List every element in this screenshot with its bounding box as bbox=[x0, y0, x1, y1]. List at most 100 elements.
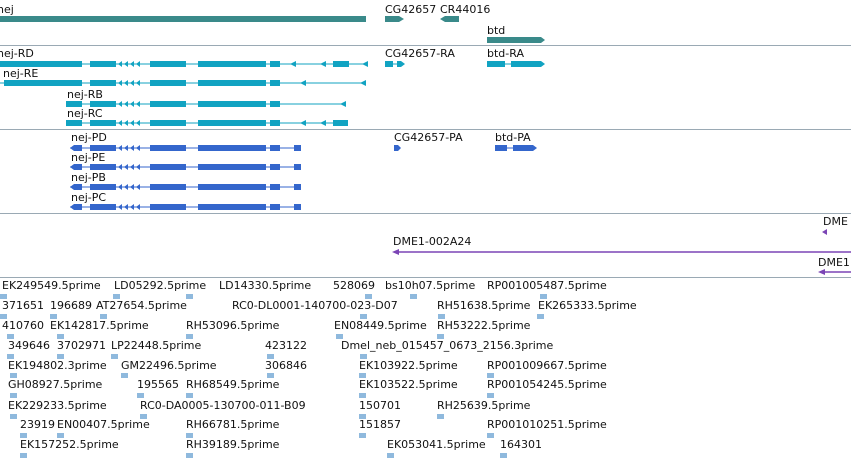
est-feature[interactable] bbox=[113, 294, 120, 299]
est-label[interactable]: 3702971 bbox=[57, 339, 106, 352]
est-feature[interactable] bbox=[537, 314, 544, 319]
est-label[interactable]: EK194802.3prime bbox=[8, 359, 107, 372]
est-feature[interactable] bbox=[336, 334, 343, 339]
est-feature[interactable] bbox=[267, 373, 274, 378]
est-label[interactable]: EK157252.5prime bbox=[20, 438, 119, 451]
est-feature[interactable] bbox=[50, 314, 57, 319]
est-feature[interactable] bbox=[359, 393, 366, 398]
est-feature[interactable] bbox=[437, 414, 444, 419]
est-feature[interactable] bbox=[359, 373, 366, 378]
est-label[interactable]: RC0-DL0001-140700-023-D07 bbox=[232, 299, 398, 312]
est-label[interactable]: bs10h07.5prime bbox=[385, 279, 476, 292]
gene-feature-nej[interactable] bbox=[0, 15, 370, 23]
est-feature[interactable] bbox=[410, 294, 417, 299]
est-feature[interactable] bbox=[0, 294, 7, 299]
clone-feature-dme1-002a24[interactable] bbox=[392, 249, 851, 255]
protein-feature-nej-pd[interactable] bbox=[70, 144, 304, 152]
est-label[interactable]: EK053041.5prime bbox=[387, 438, 486, 451]
est-label[interactable]: RH25639.5prime bbox=[437, 399, 531, 412]
est-label[interactable]: 23919 bbox=[20, 418, 55, 431]
est-label[interactable]: 306846 bbox=[265, 359, 307, 372]
est-feature[interactable] bbox=[360, 354, 367, 359]
est-feature[interactable] bbox=[0, 314, 7, 319]
est-label[interactable]: RP001010251.5prime bbox=[487, 418, 607, 431]
est-feature[interactable] bbox=[10, 373, 17, 378]
est-label[interactable]: 151857 bbox=[359, 418, 401, 431]
transcript-feature-nej-rb[interactable] bbox=[66, 100, 356, 108]
est-label[interactable]: 371651 bbox=[2, 299, 44, 312]
est-label[interactable]: RC0-DA0005-130700-011-B09 bbox=[140, 399, 306, 412]
est-feature[interactable] bbox=[57, 433, 64, 438]
est-feature[interactable] bbox=[359, 433, 366, 438]
est-label[interactable]: EN08449.5prime bbox=[334, 319, 427, 332]
est-label[interactable]: GH08927.5prime bbox=[8, 378, 103, 391]
transcript-feature-nej-rc[interactable] bbox=[66, 119, 356, 127]
est-feature[interactable] bbox=[57, 354, 64, 359]
est-feature[interactable] bbox=[360, 314, 367, 319]
est-label[interactable]: LD14330.5prime bbox=[219, 279, 312, 292]
est-feature[interactable] bbox=[387, 453, 394, 458]
est-feature[interactable] bbox=[186, 334, 193, 339]
est-label[interactable]: RH68549.5prime bbox=[186, 378, 280, 391]
est-feature[interactable] bbox=[500, 453, 507, 458]
protein-feature-nej-pc[interactable] bbox=[70, 203, 304, 211]
est-label[interactable]: 196689 bbox=[50, 299, 92, 312]
est-feature[interactable] bbox=[7, 354, 14, 359]
est-label[interactable]: RP001054245.5prime bbox=[487, 378, 607, 391]
est-label[interactable]: AT27654.5prime bbox=[96, 299, 187, 312]
protein-feature-nej-pe[interactable] bbox=[70, 163, 304, 171]
est-label[interactable]: EK103922.5prime bbox=[359, 359, 458, 372]
est-feature[interactable] bbox=[111, 354, 118, 359]
est-label[interactable]: EN00407.5prime bbox=[57, 418, 150, 431]
est-label[interactable]: EK265333.5prime bbox=[538, 299, 637, 312]
est-feature[interactable] bbox=[540, 294, 547, 299]
protein-feature-cg42657-pa[interactable] bbox=[394, 144, 404, 152]
est-label[interactable]: EK229233.5prime bbox=[8, 399, 107, 412]
est-label[interactable]: GM22496.5prime bbox=[121, 359, 217, 372]
est-label[interactable]: RH66781.5prime bbox=[186, 418, 280, 431]
est-feature[interactable] bbox=[121, 373, 128, 378]
clone-feature-dme1[interactable] bbox=[818, 269, 851, 275]
est-feature[interactable] bbox=[57, 334, 64, 339]
est-label[interactable]: EK249549.5prime bbox=[2, 279, 101, 292]
est-label[interactable]: LP22448.5prime bbox=[111, 339, 202, 352]
est-label[interactable]: RH51638.5prime bbox=[437, 299, 531, 312]
est-feature[interactable] bbox=[100, 314, 107, 319]
est-feature[interactable] bbox=[186, 294, 193, 299]
gene-feature-cg42657[interactable] bbox=[385, 15, 405, 23]
gene-feature-btd[interactable] bbox=[487, 36, 547, 44]
est-feature[interactable] bbox=[140, 414, 147, 419]
est-feature[interactable] bbox=[186, 453, 193, 458]
est-feature[interactable] bbox=[487, 433, 494, 438]
est-label[interactable]: EK142817.5prime bbox=[50, 319, 149, 332]
est-feature[interactable] bbox=[438, 314, 445, 319]
est-feature[interactable] bbox=[186, 393, 193, 398]
est-label[interactable]: EK103522.5prime bbox=[359, 378, 458, 391]
est-feature[interactable] bbox=[10, 393, 17, 398]
est-feature[interactable] bbox=[487, 393, 494, 398]
est-label[interactable]: 150701 bbox=[359, 399, 401, 412]
transcript-feature-nej-re[interactable] bbox=[0, 79, 372, 87]
protein-feature-nej-pb[interactable] bbox=[70, 183, 304, 191]
est-label[interactable]: 528069 bbox=[333, 279, 375, 292]
est-label[interactable]: LD05292.5prime bbox=[114, 279, 207, 292]
est-label[interactable]: 410760 bbox=[2, 319, 44, 332]
est-feature[interactable] bbox=[20, 433, 27, 438]
est-label[interactable]: Dmel_neb_015457_0673_2156.3prime bbox=[341, 339, 554, 352]
est-feature[interactable] bbox=[186, 433, 193, 438]
est-label[interactable]: RH39189.5prime bbox=[186, 438, 280, 451]
est-feature[interactable] bbox=[137, 393, 144, 398]
est-label[interactable]: 349646 bbox=[8, 339, 50, 352]
est-feature[interactable] bbox=[20, 453, 27, 458]
est-feature[interactable] bbox=[365, 294, 372, 299]
est-feature[interactable] bbox=[437, 334, 444, 339]
transcript-feature-cg42657-ra[interactable] bbox=[385, 60, 407, 68]
est-feature[interactable] bbox=[7, 334, 14, 339]
protein-feature-btd-pa[interactable] bbox=[495, 144, 539, 152]
gene-feature-cr44016[interactable] bbox=[440, 15, 460, 23]
est-label[interactable]: RP001005487.5prime bbox=[487, 279, 607, 292]
est-label[interactable]: RH53222.5prime bbox=[437, 319, 531, 332]
est-label[interactable]: RH53096.5prime bbox=[186, 319, 280, 332]
transcript-feature-nej-rd[interactable] bbox=[0, 60, 372, 68]
transcript-feature-btd-ra[interactable] bbox=[487, 60, 549, 68]
